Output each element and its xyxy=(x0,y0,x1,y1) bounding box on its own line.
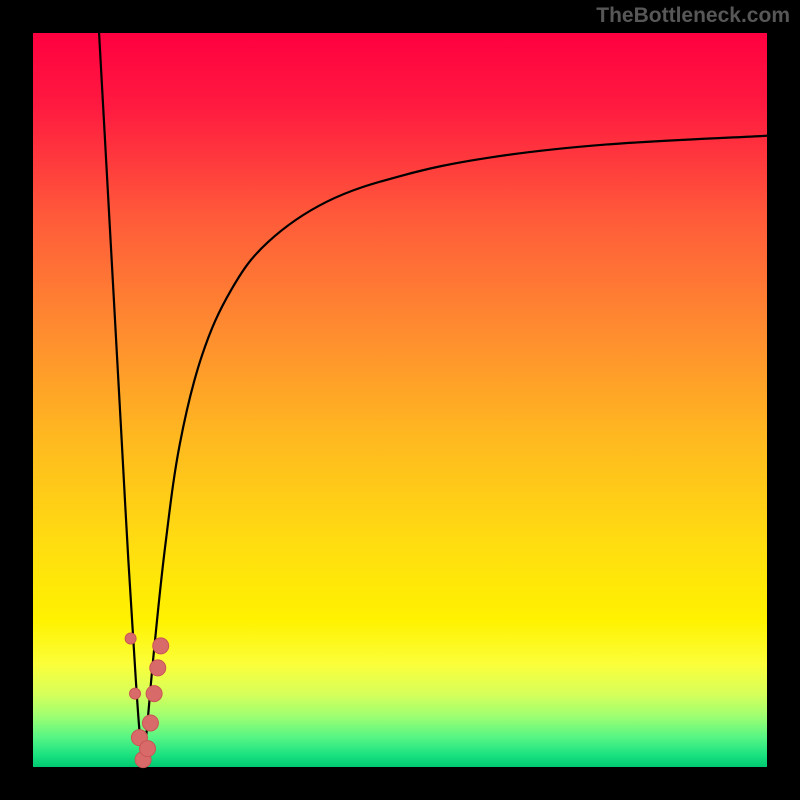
marker-small xyxy=(130,688,141,699)
bottleneck-chart: TheBottleneck.com xyxy=(0,0,800,800)
marker-big xyxy=(140,741,156,757)
watermark-text: TheBottleneck.com xyxy=(596,4,790,28)
marker-big xyxy=(153,638,169,654)
chart-svg xyxy=(0,0,800,800)
marker-big xyxy=(142,715,158,731)
marker-small xyxy=(125,633,136,644)
marker-big xyxy=(150,660,166,676)
marker-big xyxy=(146,686,162,702)
plot-background xyxy=(33,33,767,767)
